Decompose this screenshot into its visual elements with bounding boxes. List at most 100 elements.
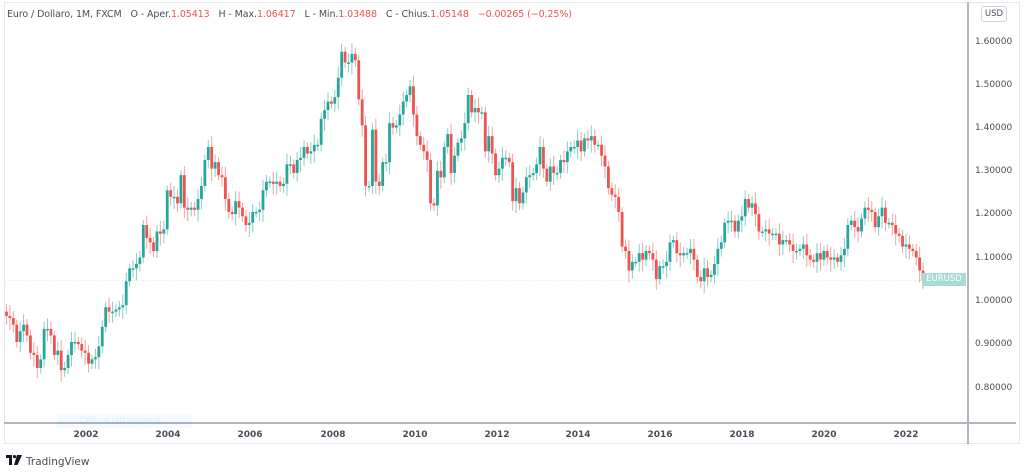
candle xyxy=(795,243,798,260)
candle xyxy=(76,337,80,350)
candle xyxy=(326,92,330,121)
candle xyxy=(220,166,224,187)
candle xyxy=(251,203,255,232)
candle xyxy=(740,205,744,233)
candle xyxy=(330,96,333,110)
candle xyxy=(350,43,354,75)
candle xyxy=(234,191,238,226)
candle xyxy=(719,235,723,257)
candle xyxy=(70,331,73,367)
candle xyxy=(288,155,292,174)
candle xyxy=(781,230,785,255)
y-tick: 1.00000 xyxy=(975,296,1013,306)
candle xyxy=(473,98,477,123)
time-axis-border[interactable] xyxy=(4,422,1016,424)
candle xyxy=(377,173,381,195)
candle xyxy=(432,198,436,212)
candle xyxy=(825,244,829,265)
candle xyxy=(665,250,668,279)
candle xyxy=(774,228,778,240)
candle xyxy=(436,161,439,217)
x-tick: 2014 xyxy=(565,430,591,440)
candle xyxy=(829,246,833,272)
price-axis-border[interactable] xyxy=(967,2,969,444)
candle xyxy=(836,252,839,268)
candle xyxy=(644,244,648,267)
candle xyxy=(610,182,614,202)
candle xyxy=(914,243,918,266)
candle xyxy=(870,201,874,222)
candle xyxy=(760,226,764,237)
candle xyxy=(480,106,484,119)
candle xyxy=(186,197,190,222)
candle xyxy=(138,250,142,272)
candle xyxy=(856,217,860,243)
candle xyxy=(613,184,617,209)
candle xyxy=(784,235,788,246)
candle xyxy=(206,139,210,168)
candle xyxy=(35,345,39,379)
candle xyxy=(391,116,395,135)
candle xyxy=(494,148,497,181)
candle xyxy=(866,197,870,222)
x-tick: 2020 xyxy=(811,430,837,440)
candle xyxy=(853,211,857,238)
candle xyxy=(364,115,367,197)
x-tick: 2006 xyxy=(237,430,263,440)
symbol-title[interactable]: Euro / Dollaro, 1M, FXCM xyxy=(7,9,122,20)
candle xyxy=(241,202,244,222)
candle xyxy=(412,75,415,127)
candle xyxy=(172,185,176,209)
tradingview-branding[interactable]: TradingView xyxy=(6,455,89,468)
candle xyxy=(778,223,781,256)
candlestick-plot[interactable] xyxy=(5,3,967,422)
candle xyxy=(312,134,316,163)
high-value: 1.06417 xyxy=(256,9,296,20)
candle xyxy=(374,118,378,194)
candle xyxy=(504,150,508,167)
candle xyxy=(559,154,562,179)
candle xyxy=(131,260,135,278)
candle xyxy=(589,125,593,153)
candle xyxy=(880,196,884,229)
candle xyxy=(501,146,504,181)
x-tick: 2018 xyxy=(729,430,755,440)
candle xyxy=(73,332,77,353)
candle xyxy=(114,304,118,318)
candle xyxy=(565,141,569,174)
candle xyxy=(299,146,303,173)
candle xyxy=(371,122,374,194)
x-tick: 2010 xyxy=(402,430,428,440)
candle xyxy=(709,270,713,283)
candle xyxy=(911,243,915,257)
candle xyxy=(466,87,470,132)
currency-badge[interactable]: USD xyxy=(981,6,1007,22)
candle xyxy=(176,189,179,212)
candle xyxy=(839,247,843,271)
candle xyxy=(750,195,754,216)
candle xyxy=(822,245,826,266)
rectangular-capture-hint[interactable]: Cattura rettangolare xyxy=(57,414,192,428)
candle xyxy=(223,166,227,211)
candle xyxy=(507,153,511,168)
candle xyxy=(401,91,405,126)
candle xyxy=(333,89,337,112)
candle xyxy=(104,302,108,333)
candle xyxy=(15,319,19,348)
candle xyxy=(111,301,114,323)
candle xyxy=(791,233,795,264)
candle xyxy=(442,141,446,184)
candle xyxy=(624,239,627,260)
candle xyxy=(569,141,573,158)
y-tick: 0.90000 xyxy=(975,339,1013,349)
candle xyxy=(890,213,894,236)
candle xyxy=(736,214,740,239)
low-value: 1.03488 xyxy=(338,9,377,20)
candle xyxy=(66,349,70,375)
y-tick: 1.20000 xyxy=(975,209,1013,219)
candle xyxy=(805,233,809,268)
candle xyxy=(918,246,922,283)
candle xyxy=(699,270,703,289)
candle xyxy=(182,166,186,218)
candle xyxy=(788,233,792,253)
